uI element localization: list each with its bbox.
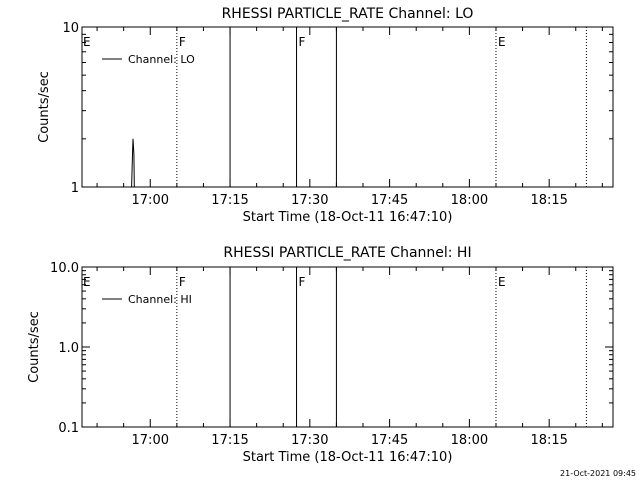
y-tick-label: 0.1 [58, 421, 79, 436]
event-marker-label: F [299, 35, 306, 49]
y-axis-label: Counts/sec [27, 311, 42, 383]
event-marker-label: F [179, 35, 186, 49]
legend-entry: Channel: LO [128, 53, 195, 66]
x-tick-label: 17:30 [291, 193, 328, 208]
y-tick-label: 1 [71, 181, 79, 196]
event-marker-label: F [299, 275, 306, 289]
x-tick-label: 17:00 [132, 193, 169, 208]
x-tick-label: 18:00 [451, 193, 488, 208]
x-tick-label: 18:15 [530, 433, 567, 448]
x-tick-label: 17:15 [211, 433, 248, 448]
y-axis-label: Counts/sec [37, 71, 52, 143]
event-marker-label: E [498, 35, 506, 49]
x-tick-label: 17:00 [132, 433, 169, 448]
x-tick-label: 17:45 [371, 433, 408, 448]
event-marker-label: E [498, 275, 506, 289]
x-tick-label: 17:45 [371, 193, 408, 208]
y-tick-label: 1.0 [58, 341, 79, 356]
chart-title: RHESSI PARTICLE_RATE Channel: LO [222, 6, 474, 22]
plot-frame [81, 266, 614, 428]
event-marker-label: E [83, 35, 91, 49]
y-tick-label: 10.0 [50, 261, 79, 276]
plot-frame [81, 26, 614, 188]
x-axis-label: Start Time (18-Oct-11 16:47:10) [243, 450, 453, 465]
chart-title: RHESSI PARTICLE_RATE Channel: HI [223, 245, 471, 261]
event-marker-label: F [179, 275, 186, 289]
footer-timestamp: 21-Oct-2021 09:45 [560, 469, 636, 478]
x-tick-label: 18:00 [451, 433, 488, 448]
series-line [131, 138, 136, 188]
legend-entry: Channel: HI [128, 293, 192, 306]
y-tick-label: 10 [62, 21, 79, 36]
x-tick-label: 17:30 [291, 433, 328, 448]
x-tick-label: 18:15 [530, 193, 567, 208]
x-axis-label: Start Time (18-Oct-11 16:47:10) [243, 210, 453, 225]
x-tick-label: 17:15 [211, 193, 248, 208]
event-marker-label: E [83, 275, 91, 289]
